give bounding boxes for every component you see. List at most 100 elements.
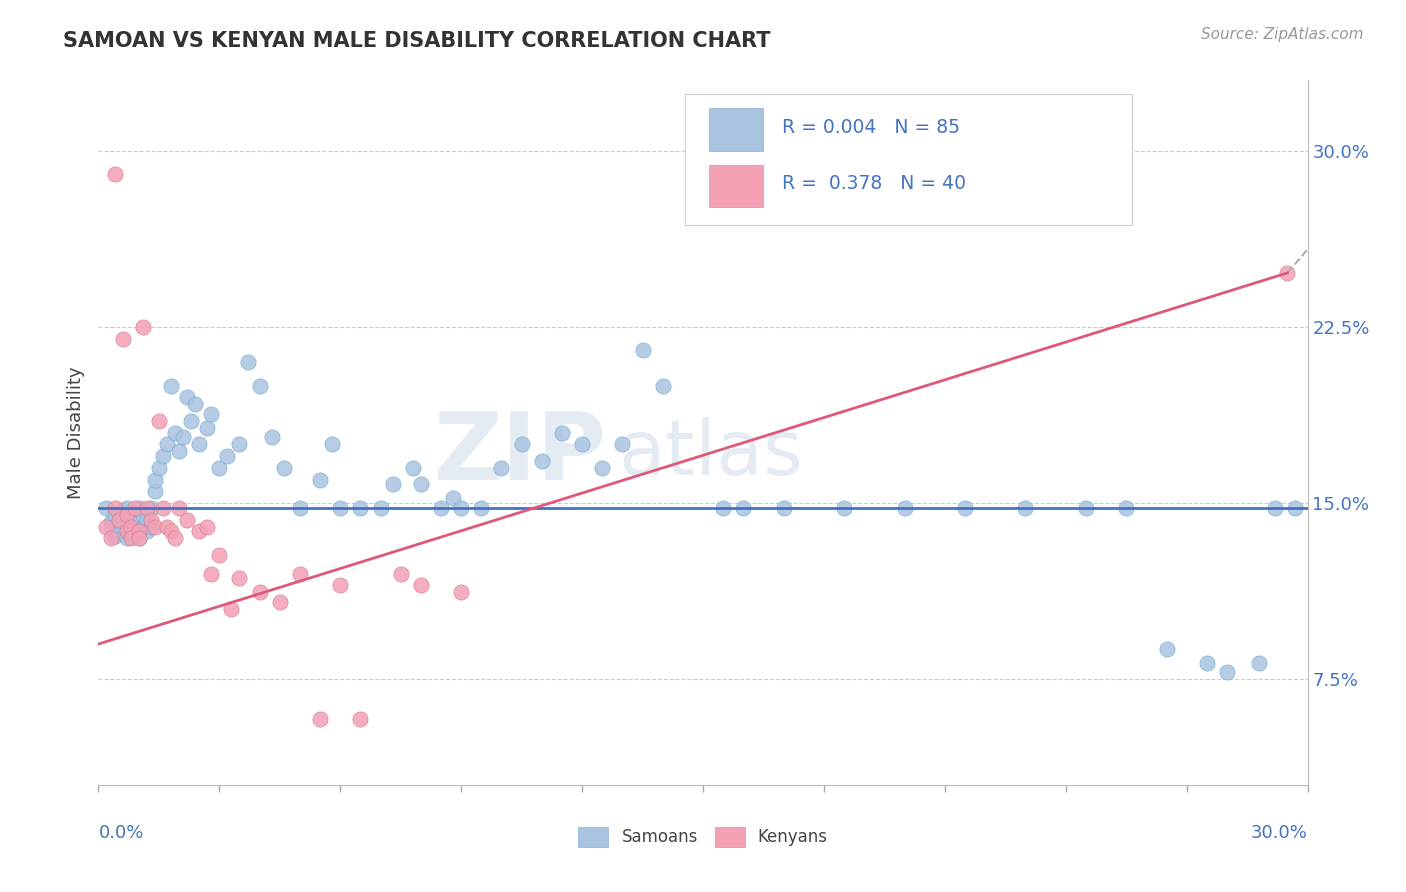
Point: [160, 378, 183, 392]
Point: [152, 500, 174, 515]
Point: [772, 500, 794, 515]
Point: [167, 444, 190, 458]
Point: [1195, 656, 1218, 670]
Text: 30.0%: 30.0%: [1251, 823, 1308, 842]
Point: [120, 519, 142, 533]
Point: [217, 449, 239, 463]
Point: [321, 437, 343, 451]
Point: [470, 500, 492, 515]
Point: [631, 343, 654, 358]
Point: [111, 503, 134, 517]
Point: [402, 460, 425, 475]
Point: [530, 454, 553, 468]
Point: [132, 320, 155, 334]
Point: [96, 500, 118, 515]
Point: [148, 460, 170, 475]
Point: [100, 519, 122, 533]
Point: [111, 519, 134, 533]
Point: [156, 437, 179, 451]
Point: [128, 531, 150, 545]
Point: [148, 414, 170, 428]
Text: 0.0%: 0.0%: [98, 823, 143, 842]
Point: [128, 524, 150, 539]
Point: [135, 512, 157, 526]
Point: [349, 712, 371, 726]
Point: [100, 515, 122, 529]
Point: [1115, 500, 1137, 515]
Point: [111, 332, 134, 346]
Point: [269, 595, 291, 609]
Point: [124, 524, 146, 539]
Point: [273, 460, 295, 475]
Point: [1249, 656, 1271, 670]
Point: [139, 519, 162, 533]
Point: [288, 566, 311, 581]
Point: [160, 524, 183, 539]
Point: [143, 484, 166, 499]
Point: [651, 378, 673, 392]
Point: [103, 500, 125, 515]
Point: [491, 460, 513, 475]
Point: [120, 508, 142, 522]
Point: [115, 524, 138, 539]
Text: R =  0.378   N = 40: R = 0.378 N = 40: [782, 174, 966, 194]
FancyBboxPatch shape: [709, 109, 763, 151]
Point: [120, 529, 142, 543]
Point: [591, 460, 613, 475]
Point: [135, 524, 157, 539]
Point: [441, 491, 464, 506]
Point: [309, 473, 332, 487]
Point: [208, 460, 231, 475]
Point: [389, 566, 412, 581]
Point: [180, 414, 202, 428]
Point: [349, 500, 371, 515]
Point: [132, 508, 155, 522]
Point: [188, 437, 211, 451]
Point: [288, 500, 311, 515]
Point: [176, 391, 198, 405]
Point: [135, 500, 157, 515]
Point: [1216, 665, 1239, 680]
Point: [139, 500, 162, 515]
Point: [156, 519, 179, 533]
Point: [124, 512, 146, 526]
FancyBboxPatch shape: [709, 165, 763, 207]
Point: [184, 397, 207, 411]
Point: [139, 512, 162, 526]
Point: [195, 519, 218, 533]
Point: [711, 500, 734, 515]
Point: [128, 500, 150, 515]
Point: [115, 531, 138, 545]
Point: [208, 548, 231, 562]
Point: [409, 477, 432, 491]
Point: [450, 500, 472, 515]
Point: [200, 566, 222, 581]
FancyBboxPatch shape: [685, 95, 1132, 225]
Point: [103, 529, 125, 543]
Text: SAMOAN VS KENYAN MALE DISABILITY CORRELATION CHART: SAMOAN VS KENYAN MALE DISABILITY CORRELA…: [63, 31, 770, 51]
Point: [832, 500, 855, 515]
Point: [128, 531, 150, 545]
Point: [450, 585, 472, 599]
Point: [551, 425, 574, 440]
Point: [370, 500, 392, 515]
Point: [172, 430, 194, 444]
Point: [115, 500, 138, 515]
Legend: Samoans, Kenyans: Samoans, Kenyans: [578, 827, 828, 847]
Point: [329, 500, 352, 515]
Point: [1277, 266, 1299, 280]
Point: [103, 508, 125, 522]
Point: [893, 500, 915, 515]
Point: [115, 508, 138, 522]
Point: [249, 585, 271, 599]
Point: [221, 602, 243, 616]
Point: [260, 430, 283, 444]
Point: [228, 571, 250, 585]
Point: [152, 449, 174, 463]
Point: [143, 519, 166, 533]
Point: [107, 524, 129, 539]
Point: [409, 578, 432, 592]
Point: [163, 425, 186, 440]
Text: atlas: atlas: [619, 417, 803, 491]
Text: Source: ZipAtlas.com: Source: ZipAtlas.com: [1201, 27, 1364, 42]
